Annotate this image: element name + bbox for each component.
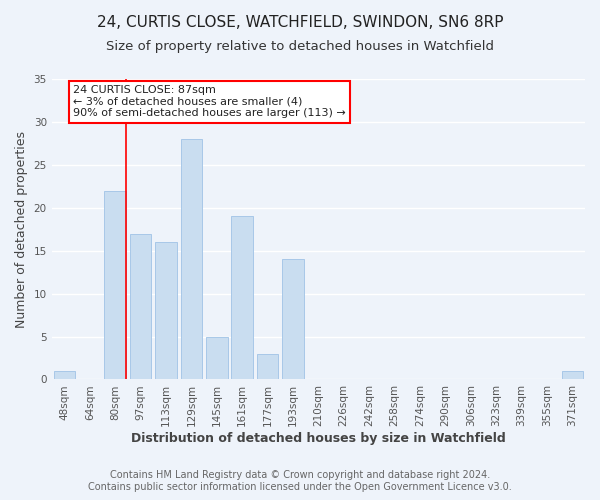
Bar xyxy=(181,139,202,380)
Bar xyxy=(232,216,253,380)
Bar xyxy=(155,242,177,380)
Text: 24 CURTIS CLOSE: 87sqm
← 3% of detached houses are smaller (4)
90% of semi-detac: 24 CURTIS CLOSE: 87sqm ← 3% of detached … xyxy=(73,85,346,118)
Bar xyxy=(206,336,227,380)
Y-axis label: Number of detached properties: Number of detached properties xyxy=(15,130,28,328)
X-axis label: Distribution of detached houses by size in Watchfield: Distribution of detached houses by size … xyxy=(131,432,506,445)
Bar xyxy=(257,354,278,380)
Bar xyxy=(53,371,75,380)
Text: 24, CURTIS CLOSE, WATCHFIELD, SWINDON, SN6 8RP: 24, CURTIS CLOSE, WATCHFIELD, SWINDON, S… xyxy=(97,15,503,30)
Bar xyxy=(130,234,151,380)
Bar xyxy=(282,260,304,380)
Bar xyxy=(562,371,583,380)
Text: Contains HM Land Registry data © Crown copyright and database right 2024.: Contains HM Land Registry data © Crown c… xyxy=(110,470,490,480)
Bar xyxy=(104,190,126,380)
Text: Contains public sector information licensed under the Open Government Licence v3: Contains public sector information licen… xyxy=(88,482,512,492)
Text: Size of property relative to detached houses in Watchfield: Size of property relative to detached ho… xyxy=(106,40,494,53)
